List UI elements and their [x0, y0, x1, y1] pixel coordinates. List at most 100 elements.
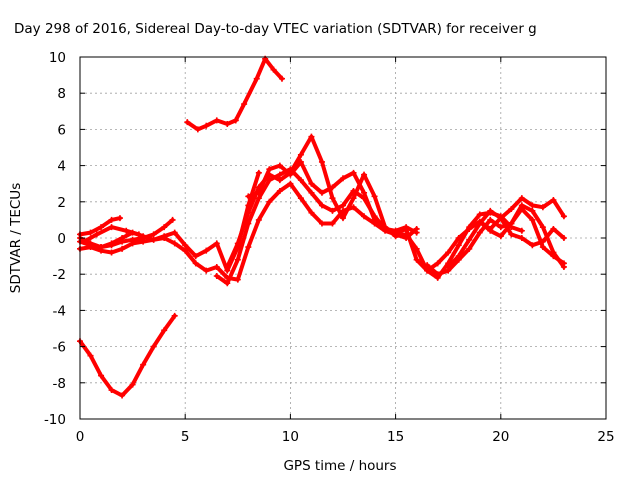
data-point: [119, 245, 126, 252]
data-point: [135, 231, 142, 238]
data-point: [150, 236, 157, 243]
data-point: [184, 119, 191, 126]
y-tick-label: -10: [44, 412, 66, 428]
data-point: [424, 267, 431, 274]
data-point: [308, 189, 315, 196]
data-point: [518, 202, 525, 209]
data-point: [276, 162, 283, 169]
data-point: [382, 224, 389, 231]
data-point: [129, 381, 136, 388]
data-point: [350, 169, 357, 176]
y-tick-label: -8: [53, 376, 66, 392]
data-point: [93, 231, 100, 238]
data-point: [116, 215, 123, 222]
data-point: [508, 220, 515, 227]
x-tick-label: 10: [282, 429, 299, 445]
y-tick-label: -4: [53, 303, 66, 319]
data-point: [329, 220, 336, 227]
data-point: [232, 117, 239, 124]
data-point: [318, 220, 325, 227]
data-point: [108, 224, 115, 231]
chart-title: Day 298 of 2016, Sidereal Day-to-day VTE…: [14, 21, 537, 37]
data-point: [340, 175, 346, 182]
data-point: [278, 75, 285, 82]
data-point: [487, 216, 494, 223]
data-point: [550, 196, 557, 203]
data-point: [392, 231, 399, 238]
data-point: [123, 227, 130, 234]
data-point: [529, 202, 536, 209]
x-tick-label: 15: [387, 429, 404, 445]
data-point: [455, 242, 462, 249]
data-point: [308, 133, 315, 140]
data-point: [476, 211, 483, 218]
data-point: [550, 225, 557, 232]
data-point: [98, 247, 105, 254]
data-point: [487, 207, 494, 214]
data-point: [539, 204, 546, 211]
data-point: [424, 262, 431, 269]
data-point: [403, 225, 410, 232]
data-point: [497, 233, 504, 240]
data-point: [434, 260, 441, 267]
data-point: [108, 240, 115, 247]
series-line-sat-f: [225, 134, 524, 280]
y-tick-label: -6: [53, 340, 66, 356]
data-point: [255, 195, 262, 202]
data-point: [203, 122, 210, 129]
data-point: [171, 229, 178, 236]
data-point: [245, 209, 252, 216]
data-point: [329, 195, 336, 202]
data-point: [297, 177, 304, 184]
data-point: [445, 249, 452, 256]
data-point: [213, 117, 220, 124]
data-point: [361, 171, 368, 178]
y-tick-label: 8: [57, 86, 66, 102]
x-tick-label: 25: [597, 429, 614, 445]
data-point: [140, 361, 147, 368]
data-point: [81, 238, 88, 245]
x-tick-label: 20: [492, 429, 509, 445]
data-point: [87, 229, 94, 236]
data-point: [529, 216, 536, 223]
data-point: [213, 240, 220, 247]
data-point: [171, 312, 178, 319]
data-point: [255, 169, 262, 176]
data-point: [413, 229, 420, 236]
data-point: [350, 195, 357, 202]
data-point: [140, 233, 147, 240]
data-point: [213, 273, 220, 280]
data-point: [234, 276, 241, 283]
data-point: [192, 253, 199, 260]
data-point: [329, 184, 336, 191]
data-point: [340, 215, 346, 222]
data-point: [560, 263, 567, 270]
y-tick-label: 0: [57, 231, 66, 247]
data-point: [171, 240, 178, 247]
data-point: [140, 238, 147, 245]
data-point: [518, 195, 525, 202]
x-axis-label: GPS time / hours: [283, 458, 396, 474]
y-axis-label: SDTVAR / TECUs: [8, 183, 24, 293]
data-point: [234, 256, 241, 263]
data-point: [213, 263, 220, 270]
data-point: [224, 263, 231, 270]
data-point: [266, 198, 273, 205]
data-point: [518, 227, 525, 234]
data-point: [329, 207, 336, 214]
data-point: [318, 202, 325, 209]
series-line-sat-h: [185, 118, 238, 132]
data-point: [241, 101, 248, 108]
data-point: [108, 216, 115, 223]
y-tick-label: -2: [53, 267, 66, 283]
data-point: [98, 224, 105, 231]
data-point: [361, 213, 368, 220]
data-point: [119, 235, 126, 241]
data-point: [161, 224, 168, 231]
data-point: [318, 189, 325, 196]
data-point: [487, 227, 494, 234]
data-point: [466, 236, 473, 243]
data-point: [234, 240, 241, 247]
data-point: [245, 244, 252, 251]
data-point: [539, 244, 546, 251]
